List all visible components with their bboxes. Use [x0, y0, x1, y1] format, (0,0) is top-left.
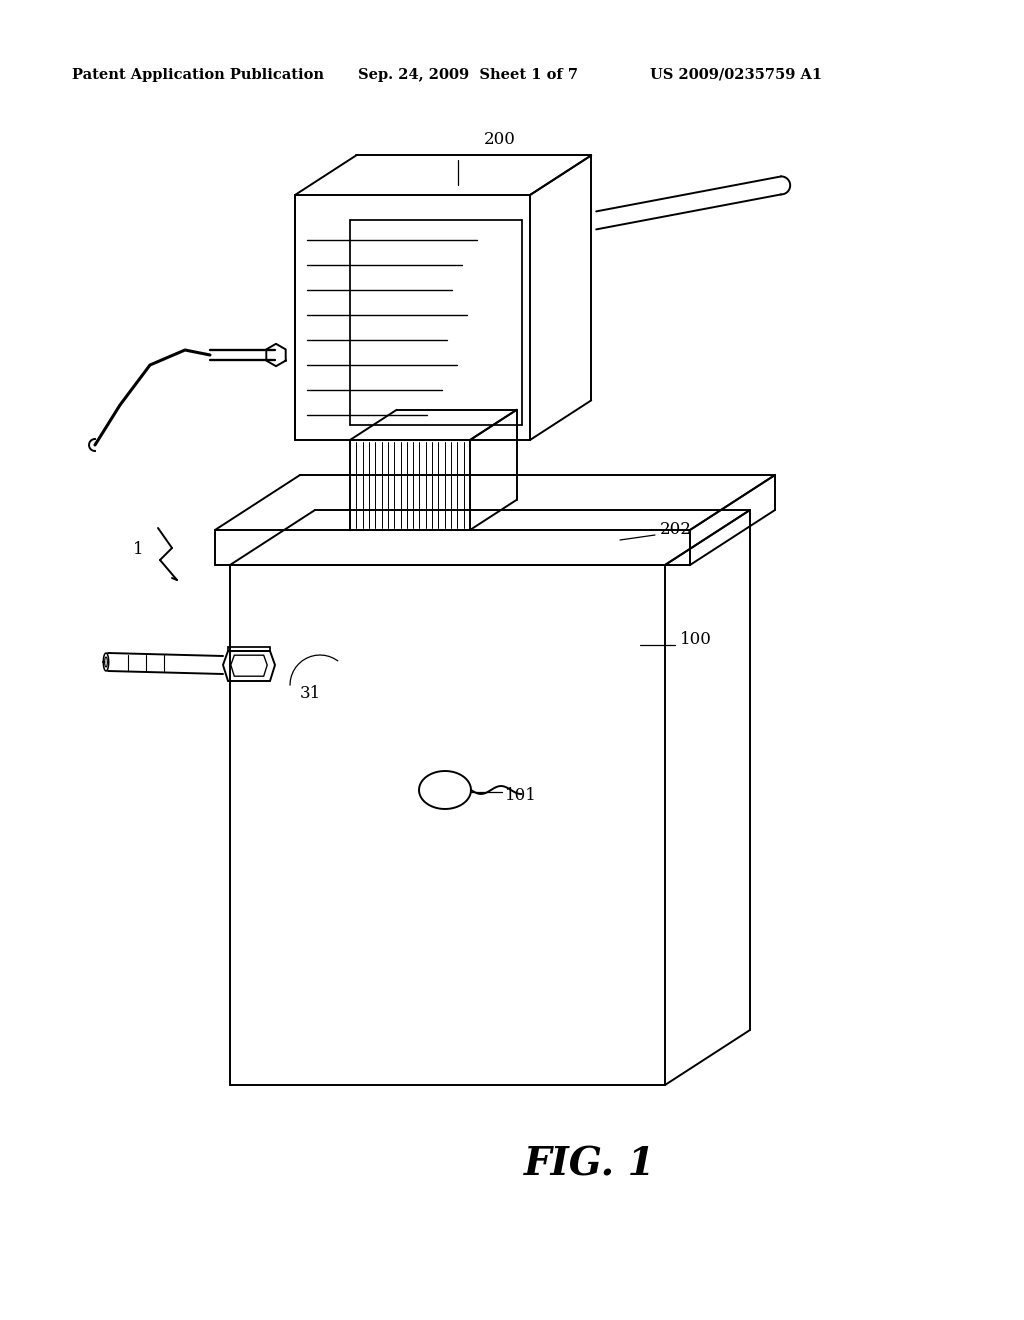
Text: 31: 31 — [299, 685, 321, 702]
Text: Patent Application Publication: Patent Application Publication — [72, 69, 324, 82]
Text: 1: 1 — [133, 541, 143, 558]
Text: Sep. 24, 2009  Sheet 1 of 7: Sep. 24, 2009 Sheet 1 of 7 — [358, 69, 578, 82]
Text: 200: 200 — [484, 131, 516, 148]
Text: US 2009/0235759 A1: US 2009/0235759 A1 — [650, 69, 822, 82]
Text: FIG. 1: FIG. 1 — [524, 1144, 655, 1183]
Text: 202: 202 — [660, 521, 692, 539]
Text: 100: 100 — [680, 631, 712, 648]
Text: 101: 101 — [505, 787, 537, 804]
